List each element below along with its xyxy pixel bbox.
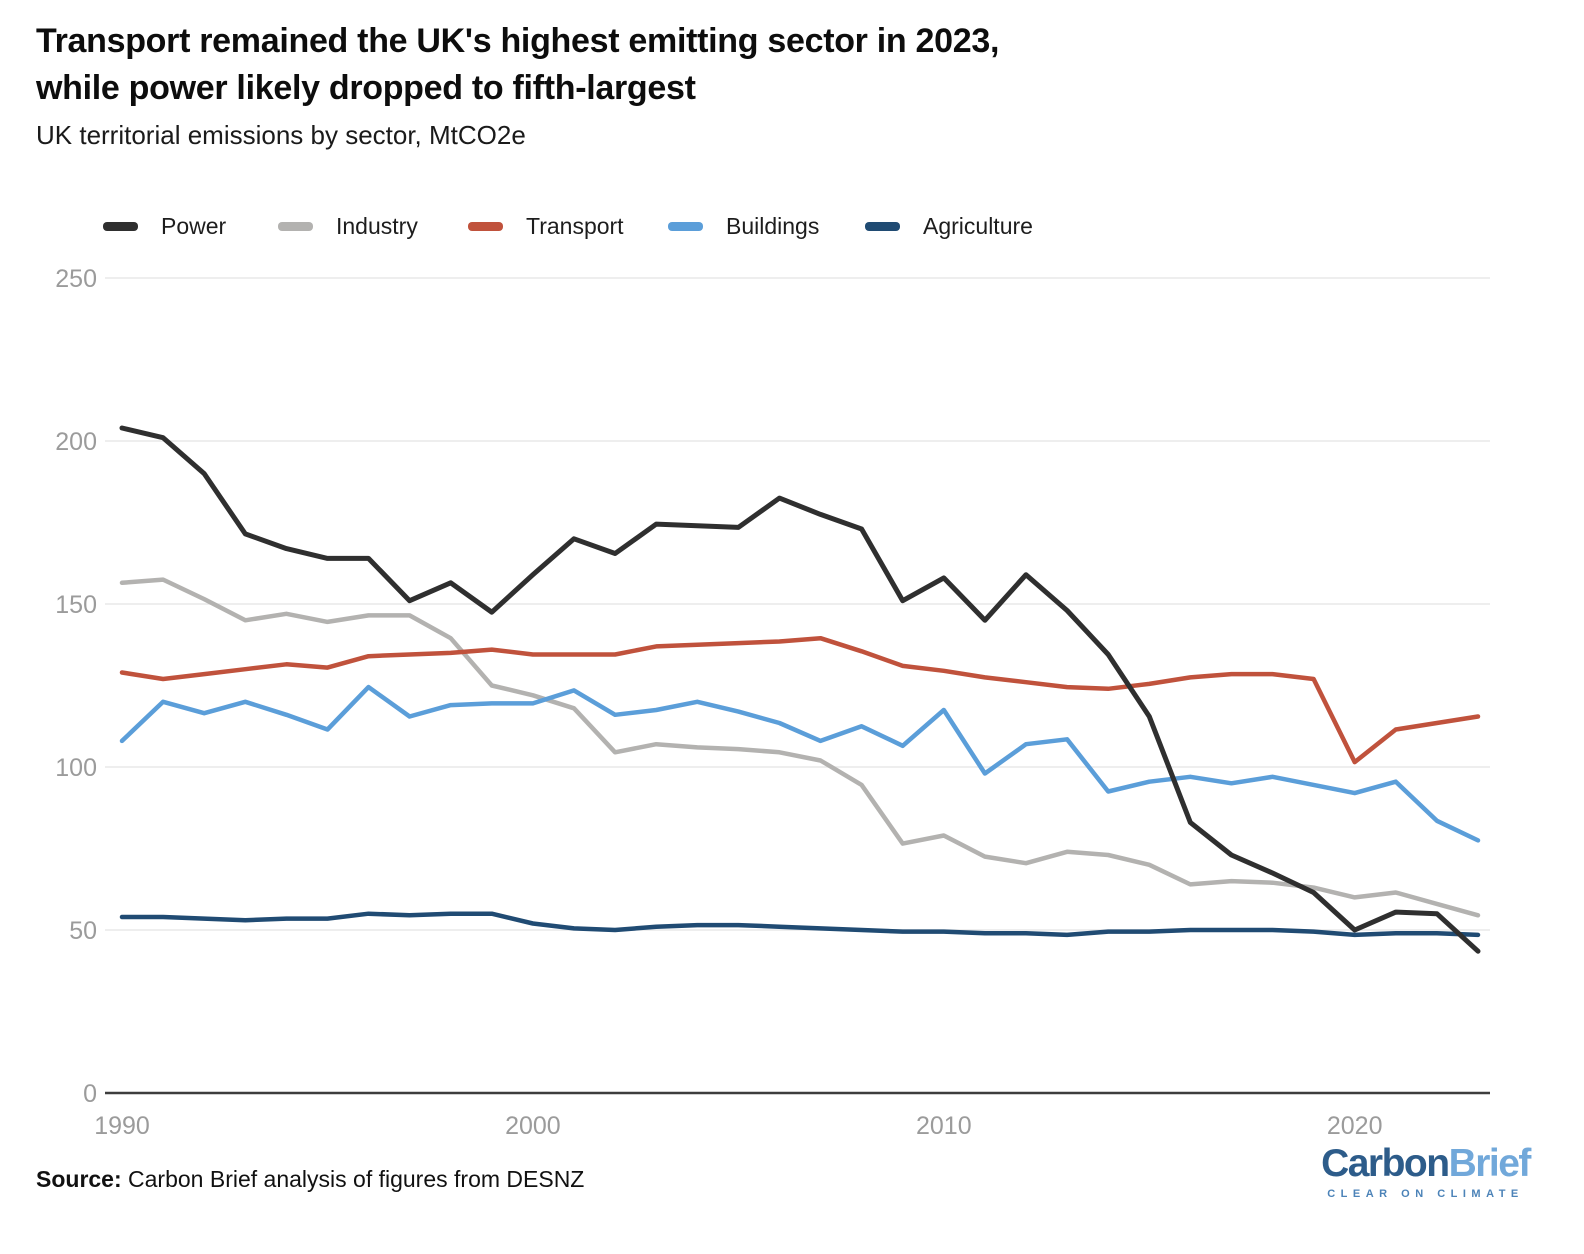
legend-item-buildings: Buildings [668,213,819,240]
series-line-agriculture [119,911,1481,938]
legend-label-agriculture: Agriculture [923,213,1033,239]
legend-item-transport: Transport [468,213,624,240]
y-tick-label-50: 50 [69,917,97,945]
series-line-power [119,425,1481,954]
y-tick-label-0: 0 [83,1080,97,1108]
legend-label-power: Power [161,213,227,239]
legend-label-transport: Transport [526,213,624,239]
legend-swatch-buildings [668,222,703,231]
legend-swatch-industry [278,222,313,231]
legend-swatch-agriculture [865,222,900,231]
y-tick-label-200: 200 [55,428,97,456]
y-tick-label-250: 250 [55,265,97,293]
legend-item-industry: Industry [278,213,418,240]
legend-swatch-power [103,222,138,231]
page-title-line1: Transport remained the UK's highest emit… [36,22,1000,60]
carbonbrief-logo: CarbonBrief CLEAR ON CLIMATE [1313,1144,1538,1201]
x-tick-label-2010: 2010 [916,1112,972,1140]
logo-brief: Brief [1448,1142,1532,1185]
page-title-line2: while power likely dropped to fifth-larg… [36,69,696,107]
legend-swatch-transport [468,222,503,231]
x-tick-label-2000: 2000 [505,1112,561,1140]
legend-item-power: Power [103,213,226,240]
x-tick-label-1990: 1990 [94,1112,150,1140]
chart-header: Transport remained the UK's highest emit… [36,18,999,151]
y-tick-label-100: 100 [55,754,97,782]
logo-tagline: CLEAR ON CLIMATE [1327,1188,1524,1200]
source-text: Carbon Brief analysis of figures from DE… [128,1166,585,1192]
legend-item-agriculture: Agriculture [865,213,1033,240]
legend-label-buildings: Buildings [726,213,820,239]
series-line-industry [119,577,1481,918]
series-line-buildings [119,684,1481,843]
source-line: Source: Carbon Brief analysis of figures… [36,1166,584,1193]
series-line-transport [119,635,1481,765]
chart-subtitle: UK territorial emissions by sector, MtCO… [36,120,526,150]
source-label: Source: [36,1166,122,1192]
logo-carbon: Carbon [1321,1142,1450,1185]
y-tick-label-150: 150 [55,591,97,619]
carbonbrief-wordmark: CarbonBrief [1313,1144,1538,1184]
legend-label-industry: Industry [336,213,418,239]
x-tick-label-2020: 2020 [1327,1112,1383,1140]
